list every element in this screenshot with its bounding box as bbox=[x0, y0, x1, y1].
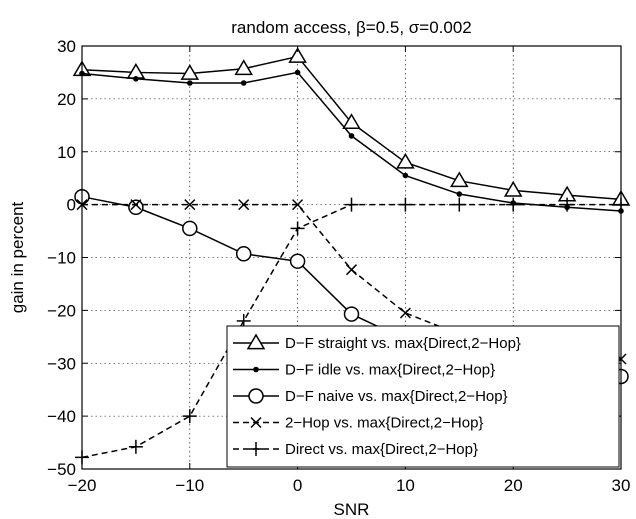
x-marker bbox=[250, 416, 262, 429]
x-marker bbox=[292, 199, 304, 211]
x-tick-label: 20 bbox=[504, 476, 523, 495]
y-axis-title: gain in percent bbox=[8, 201, 27, 313]
x-marker-stroke bbox=[292, 199, 304, 211]
triangle-marker bbox=[342, 113, 361, 130]
circle-marker bbox=[343, 306, 360, 322]
y-tick-label: 10 bbox=[57, 143, 76, 162]
y-tick-label: −10 bbox=[47, 249, 76, 268]
triangle-marker bbox=[288, 47, 307, 63]
triangle-marker bbox=[503, 180, 523, 197]
y-tick-label: 30 bbox=[57, 37, 76, 56]
plus-marker bbox=[249, 442, 263, 456]
legend-entry: D−F idle vs. max{Direct,2−Hop} bbox=[233, 362, 495, 379]
dot-marker bbox=[348, 133, 355, 139]
circle-marker bbox=[235, 246, 252, 262]
triangle-marker bbox=[449, 171, 469, 188]
plus-marker bbox=[182, 409, 197, 424]
circle-marker bbox=[182, 220, 198, 237]
x-marker bbox=[399, 307, 411, 319]
legend-label: D−F naive vs. max{Direct,2−Hop} bbox=[285, 388, 508, 405]
axis-ticks: −20 −10 0 10 20 30 −50 −40 −30 −20 −10 0 10 20 30 bbox=[47, 37, 630, 495]
triangle-marker bbox=[180, 64, 200, 80]
plus-marker bbox=[290, 221, 305, 236]
y-tick-label: −50 bbox=[47, 460, 76, 479]
plus-marker bbox=[560, 197, 575, 212]
legend-box bbox=[226, 325, 620, 468]
x-tick-label: −20 bbox=[68, 476, 97, 495]
triangle-marker bbox=[396, 152, 415, 169]
x-marker-stroke bbox=[399, 307, 411, 319]
y-tick-label: −20 bbox=[47, 301, 76, 320]
legend-label: D−F straight vs. max{Direct,2−Hop} bbox=[285, 335, 521, 352]
x-axis-title: SNR bbox=[334, 500, 370, 519]
legend: D−F straight vs. max{Direct,2−Hop} D−F id… bbox=[226, 325, 620, 468]
x-marker-stroke bbox=[184, 199, 196, 211]
circle-marker bbox=[289, 253, 306, 269]
y-tick-label: 20 bbox=[57, 90, 76, 109]
dot-marker bbox=[240, 80, 247, 86]
circle-marker bbox=[248, 388, 264, 404]
legend-label: Direct vs. max{Direct,2−Hop} bbox=[285, 441, 478, 458]
triangle-marker bbox=[246, 333, 266, 350]
x-tick-label: 10 bbox=[396, 476, 415, 495]
y-tick-label: 0 bbox=[67, 196, 76, 215]
plus-marker bbox=[344, 197, 359, 212]
dot-marker bbox=[294, 69, 301, 76]
dot-marker bbox=[456, 191, 463, 197]
triangle-marker bbox=[234, 59, 254, 76]
x-marker bbox=[238, 199, 250, 211]
dot-marker bbox=[402, 172, 409, 179]
circle-marker bbox=[128, 199, 144, 216]
legend-entry: D−F straight vs. max{Direct,2−Hop} bbox=[233, 333, 521, 352]
chart-title: random access, β=0.5, σ=0.002 bbox=[231, 18, 471, 37]
dot-marker bbox=[187, 80, 193, 86]
legend-entry: D−F naive vs. max{Direct,2−Hop} bbox=[233, 388, 508, 405]
y-tick-label: −40 bbox=[47, 407, 76, 426]
series-line bbox=[81, 71, 622, 212]
x-marker-stroke bbox=[130, 199, 142, 211]
x-tick-label: 30 bbox=[612, 476, 631, 495]
legend-label: 2−Hop vs. max{Direct,2−Hop} bbox=[285, 415, 483, 432]
x-marker-stroke bbox=[238, 199, 250, 211]
dot-marker bbox=[133, 75, 139, 82]
plus-marker bbox=[506, 197, 521, 212]
legend-entry: 2−Hop vs. max{Direct,2−Hop} bbox=[233, 415, 483, 432]
plus-marker bbox=[398, 197, 413, 212]
plus-marker bbox=[128, 439, 143, 454]
x-marker bbox=[345, 264, 358, 276]
dot-marker bbox=[253, 366, 259, 373]
legend-entry: Direct vs. max{Direct,2−Hop} bbox=[233, 441, 478, 458]
plus-marker bbox=[452, 197, 467, 212]
x-marker-stroke bbox=[345, 264, 358, 276]
x-tick-label: −10 bbox=[175, 476, 204, 495]
legend-label: D−F idle vs. max{Direct,2−Hop} bbox=[285, 362, 495, 379]
series-1 bbox=[72, 47, 631, 206]
x-marker bbox=[130, 199, 142, 211]
y-tick-label: −30 bbox=[47, 354, 76, 373]
x-tick-label: 0 bbox=[293, 476, 302, 495]
x-marker-stroke bbox=[250, 416, 262, 429]
x-marker bbox=[184, 199, 196, 211]
